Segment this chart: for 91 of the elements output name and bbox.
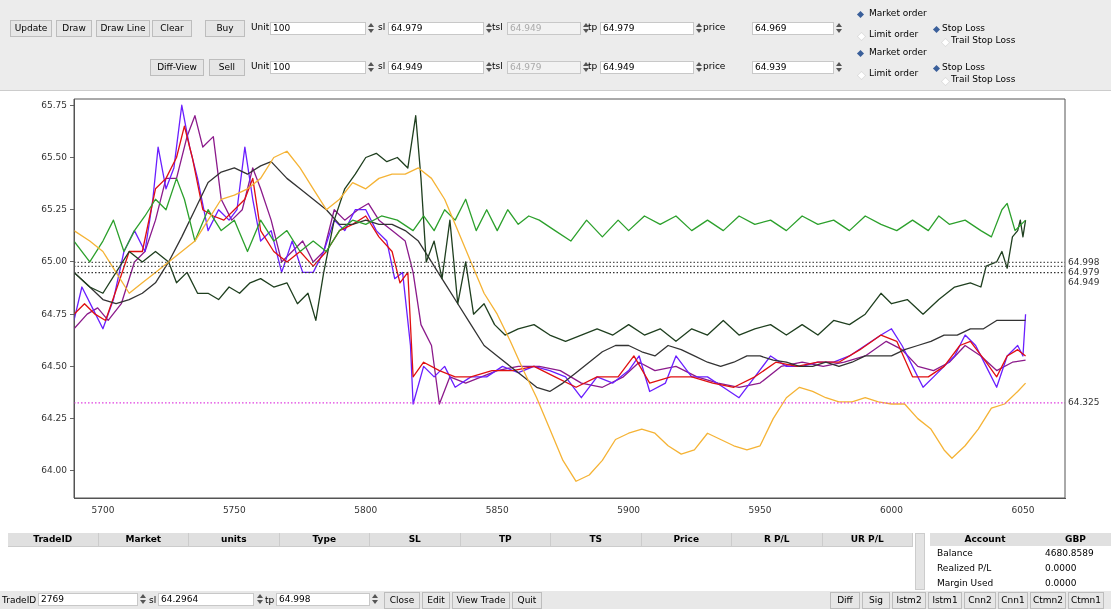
text: TradeID xyxy=(2,595,37,605)
y-tick-label: 65.75 xyxy=(41,99,67,110)
text: price xyxy=(703,61,726,71)
text: Margin Used xyxy=(937,578,994,588)
ref-line-label: 64.998 xyxy=(1068,256,1100,267)
text: Draw Line xyxy=(96,20,150,37)
text: 4680.8589 xyxy=(1045,548,1094,558)
text: Quit xyxy=(512,592,542,609)
text: Realized P/L xyxy=(937,563,992,573)
text: Diff-View xyxy=(150,59,204,76)
text: View Trade xyxy=(452,592,510,609)
text: Cnn2 xyxy=(964,592,996,609)
y-tick-label: 64.25 xyxy=(41,412,67,423)
text: Sell xyxy=(209,59,245,76)
text: tsl xyxy=(492,22,503,32)
text: sl xyxy=(378,22,386,32)
text: Unit xyxy=(251,22,270,32)
ref-line-label: 64.325 xyxy=(1068,397,1100,408)
text: 64.949 xyxy=(600,61,694,74)
text: tsl xyxy=(492,61,503,71)
text: 64.2964 xyxy=(158,593,254,606)
text: 64.998 xyxy=(276,593,370,606)
x-tick-label: 5800 xyxy=(354,504,378,515)
text: Draw xyxy=(56,20,92,37)
text: Ctmn2 xyxy=(1030,592,1066,609)
text: Buy xyxy=(205,20,245,37)
text: Update xyxy=(10,20,52,37)
text: tp xyxy=(265,595,275,605)
y-tick-label: 65.25 xyxy=(41,204,67,215)
x-tick-label: 5750 xyxy=(222,504,247,515)
y-tick-label: 64.00 xyxy=(41,465,68,476)
text: 100 xyxy=(270,61,366,74)
text: Trail Stop Loss xyxy=(951,74,1016,84)
text: GBP xyxy=(1064,533,1087,546)
text: 64.949 xyxy=(388,61,484,74)
text: TS xyxy=(551,533,642,546)
text: Edit xyxy=(422,592,450,609)
text: Cnn1 xyxy=(998,592,1028,609)
y-tick-label: 65.50 xyxy=(41,151,68,162)
ref-line-label: 64.949 xyxy=(1068,276,1100,287)
text: tp xyxy=(588,61,598,71)
text: Account xyxy=(963,533,1007,546)
text: SL xyxy=(370,533,461,546)
text: Price xyxy=(641,533,732,546)
text: TradeID xyxy=(8,533,99,546)
text: price xyxy=(703,22,726,32)
x-tick-label: 5850 xyxy=(485,504,509,515)
text: Market xyxy=(98,533,189,546)
text: units xyxy=(189,533,280,546)
text: Stop Loss xyxy=(942,62,986,72)
text: 0.0000 xyxy=(1045,578,1077,588)
text: 64.979 xyxy=(600,22,694,35)
y-tick-label: 64.75 xyxy=(41,308,67,319)
text: Type xyxy=(279,533,370,546)
text: 64.979 xyxy=(507,61,581,74)
text: Close xyxy=(384,592,420,609)
x-tick-label: 5700 xyxy=(91,504,115,515)
text: 0.0000 xyxy=(1045,563,1077,573)
text: UR P/L xyxy=(822,533,913,546)
text: tp xyxy=(588,22,598,32)
text: 2769 xyxy=(38,593,138,606)
text: Ctmn1 xyxy=(1068,592,1104,609)
text: 64.949 xyxy=(507,22,581,35)
text: 64.969 xyxy=(752,22,834,35)
y-tick-label: 64.50 xyxy=(41,360,68,371)
text: Limit order xyxy=(869,29,919,39)
text: Sig xyxy=(862,592,890,609)
text: Clear xyxy=(152,20,192,37)
text: Diff xyxy=(830,592,860,609)
text: R P/L xyxy=(732,533,823,546)
text: lstm2 xyxy=(892,592,926,609)
y-tick-label: 65.00 xyxy=(41,256,68,267)
text: TP xyxy=(460,533,551,546)
text: sl xyxy=(149,595,157,605)
text: lstm1 xyxy=(928,592,962,609)
text: Trail Stop Loss xyxy=(951,35,1016,45)
text: Limit order xyxy=(869,68,919,78)
text: Market order xyxy=(869,47,927,57)
x-tick-label: 5950 xyxy=(748,504,772,515)
x-tick-label: 6000 xyxy=(880,504,904,515)
text: 100 xyxy=(270,22,366,35)
x-tick-label: 6050 xyxy=(1011,504,1035,515)
text: Stop Loss xyxy=(942,23,986,33)
text: Market order xyxy=(869,8,927,18)
ref-line-label: 64.979 xyxy=(1068,266,1100,277)
text: Balance xyxy=(937,548,973,558)
text: 64.939 xyxy=(752,61,834,74)
x-tick-label: 5900 xyxy=(617,504,641,515)
text: Unit xyxy=(251,61,270,71)
text: 64.979 xyxy=(388,22,484,35)
text: sl xyxy=(378,61,386,71)
